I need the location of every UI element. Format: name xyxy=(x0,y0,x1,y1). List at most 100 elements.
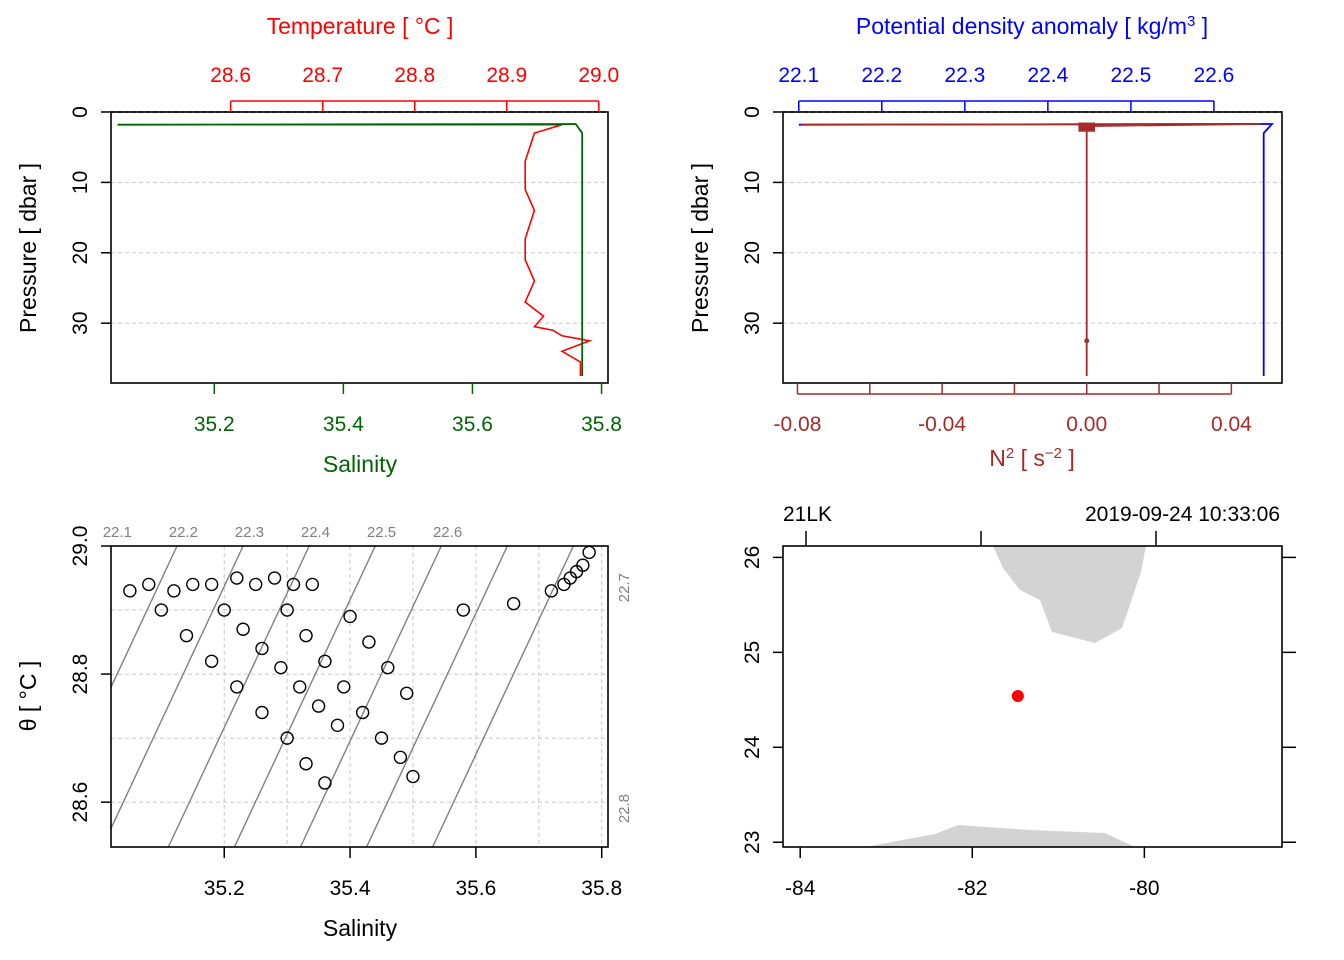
density-profile-line xyxy=(798,123,1275,376)
ts-point xyxy=(255,641,269,656)
station-label: 21LK xyxy=(783,503,832,526)
density-tick-label-22.5: 22.5 xyxy=(1110,64,1151,87)
ts-point xyxy=(280,603,294,617)
density-tick-label-22.2: 22.2 xyxy=(861,64,902,87)
density-profile-bottom-axis-label: N2 [ s−2 ] xyxy=(989,445,1075,472)
ts-diagram-y-axis-label: θ [ °C ] xyxy=(15,661,41,732)
ts-point xyxy=(236,622,250,636)
x-tick-label-35.2: 35.2 xyxy=(204,877,245,900)
ts-point xyxy=(230,571,244,585)
n2-profile-line xyxy=(801,123,1261,376)
n2-tick-label--0.04: -0.04 xyxy=(918,413,966,436)
lat-tick-label-25: 25 xyxy=(741,641,764,664)
y-tick-label-29.0: 29.0 xyxy=(69,526,92,567)
ts-diagram-grid xyxy=(111,546,608,847)
station-marker xyxy=(1011,690,1024,703)
ts-point xyxy=(204,577,219,592)
isopycnal-label-22.6: 22.6 xyxy=(433,524,462,541)
ts-point xyxy=(393,750,408,765)
ts-profile-y-axis-label: Pressure [ dbar ] xyxy=(15,163,41,333)
ts-point xyxy=(154,603,169,617)
isopycnal-label-22.1: 22.1 xyxy=(103,524,132,541)
temperature-tick-label-29.0: 29.0 xyxy=(578,64,619,87)
isopycnal-label-22.3: 22.3 xyxy=(235,524,264,541)
ts-diagram-panel: 35.2 35.4 35.6 35.8 28.6 28.8 29.0 22.1 22.2 22.… xyxy=(15,524,633,941)
ts-point xyxy=(506,596,521,611)
salinity-profile-line xyxy=(117,123,584,376)
map-panel: -84 -82 -80 23 24 25 26 21LK 2019-09-24 10:33:… xyxy=(741,503,1296,900)
ts-point xyxy=(217,603,231,617)
land-mass-north xyxy=(993,546,1146,643)
ts-point xyxy=(318,654,332,668)
ts-point xyxy=(186,577,200,592)
density-profile-top-axis-label: Potential density anomaly [ kg/m3 ] xyxy=(856,13,1208,40)
ts-point xyxy=(274,660,288,675)
ts-point xyxy=(142,577,156,592)
x-tick-label-35.8: 35.8 xyxy=(581,877,622,900)
isopycnal-line-22.5 xyxy=(233,546,376,847)
ts-point xyxy=(267,571,282,585)
ts-point xyxy=(311,699,326,713)
ts-point xyxy=(230,680,244,694)
isopycnal-line-22.7 xyxy=(365,546,508,847)
lat-tick-label-26: 26 xyxy=(741,546,764,569)
isopycnal-line-22.2 xyxy=(111,546,178,689)
lon-tick-label--84: -84 xyxy=(785,877,816,900)
ts-point xyxy=(167,584,181,598)
y-tick-label-0: 0 xyxy=(741,106,764,118)
isopycnal-label-22.8: 22.8 xyxy=(616,794,633,823)
ts-point xyxy=(399,686,414,700)
density-tick-label-22.1: 22.1 xyxy=(778,64,819,87)
n2-tick-label--0.08: -0.08 xyxy=(774,413,822,436)
ts-profile-panel: 0 10 20 30 28.6 28.7 28.8 28.9 29.0 35.2 35.4 35.6 3… xyxy=(15,13,622,477)
density-tick-label-22.3: 22.3 xyxy=(944,64,985,87)
isopycnal-label-22.7: 22.7 xyxy=(616,573,633,602)
ts-point xyxy=(299,628,313,643)
ts-point xyxy=(374,731,389,745)
n2-tick-label-0.00: 0.00 xyxy=(1066,413,1107,436)
ts-profile-box xyxy=(110,111,609,384)
x-tick-label-35.6: 35.6 xyxy=(455,877,496,900)
isopycnal-line-22.4 xyxy=(167,546,310,847)
lon-tick-label--82: -82 xyxy=(957,877,987,900)
y-tick-label-10: 10 xyxy=(741,171,764,194)
y-tick-label-20: 20 xyxy=(741,241,764,264)
density-profile-panel: 0 10 20 30 22.1 22.2 22.3 22.4 22.5 22.6 -0.08 -0.0… xyxy=(687,13,1283,472)
temperature-tick-label-28.7: 28.7 xyxy=(302,64,343,87)
ts-point xyxy=(179,628,194,643)
ts-point xyxy=(557,577,571,592)
ts-point xyxy=(204,654,219,668)
ts-point xyxy=(255,705,269,720)
isopycnal-line-22.3 xyxy=(111,546,244,831)
ts-profile-grid xyxy=(111,181,608,324)
isopycnal-line-22.6 xyxy=(299,546,442,847)
ts-point xyxy=(248,577,263,592)
temperature-profile-line xyxy=(230,123,593,376)
ts-point xyxy=(305,577,320,592)
ts-point xyxy=(299,757,313,771)
n2-tick-label-0.04: 0.04 xyxy=(1211,413,1252,436)
x-tick-label-35.4: 35.4 xyxy=(330,877,371,900)
ts-point xyxy=(337,680,351,694)
ts-diagram-box xyxy=(110,545,609,848)
station-datetime: 2019-09-24 10:33:06 xyxy=(1085,503,1280,526)
lat-tick-label-24: 24 xyxy=(741,735,764,759)
salinity-tick-label-35.2: 35.2 xyxy=(194,413,235,436)
y-tick-label-28.8: 28.8 xyxy=(69,654,92,695)
ts-point xyxy=(286,577,301,592)
ts-point xyxy=(343,609,357,624)
temperature-tick-label-28.6: 28.6 xyxy=(210,64,251,87)
ts-point xyxy=(544,584,559,598)
salinity-tick-label-35.6: 35.6 xyxy=(452,413,493,436)
ts-point xyxy=(456,603,471,617)
density-profile-grid xyxy=(783,181,1282,324)
temperature-tick-label-28.9: 28.9 xyxy=(486,64,527,87)
lat-tick-label-23: 23 xyxy=(741,831,764,854)
y-tick-label-0: 0 xyxy=(69,106,92,118)
density-profile-box xyxy=(782,111,1283,384)
temperature-tick-label-28.8: 28.8 xyxy=(394,64,435,87)
lon-tick-label--80: -80 xyxy=(1129,877,1159,900)
isopycnal-label-22.4: 22.4 xyxy=(301,524,330,541)
ts-point xyxy=(406,769,420,784)
